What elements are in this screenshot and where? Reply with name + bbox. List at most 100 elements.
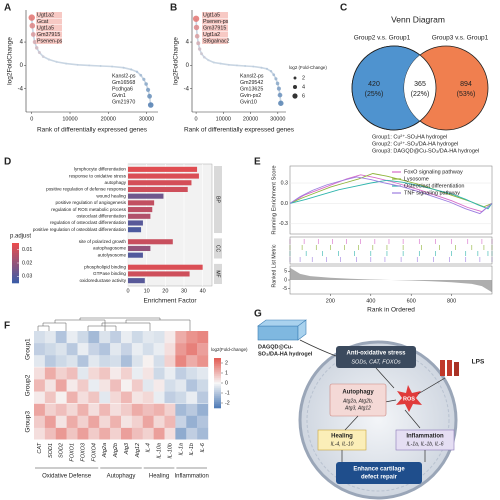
legend-gradient	[214, 358, 221, 361]
legend-label: TNF signaling pathway	[404, 190, 460, 196]
heat-cell	[131, 331, 143, 344]
label-bg	[36, 12, 62, 18]
venn-share: (22%)	[411, 91, 430, 98]
category-label: GTPase binding	[93, 271, 126, 276]
legend-gradient	[12, 271, 19, 274]
heat-cell	[44, 391, 56, 404]
label-bg	[202, 12, 228, 18]
y-tick-label: -4	[18, 86, 24, 92]
row-group-label: Group1	[25, 338, 32, 360]
point	[276, 86, 281, 91]
label-bg	[202, 38, 228, 44]
gene-label: Gcat	[37, 19, 49, 25]
bar	[128, 220, 143, 226]
column-label: IL-6	[200, 442, 206, 452]
size-legend-dot	[292, 93, 298, 99]
point	[147, 102, 154, 108]
x-axis-label: Rank in Ordered	[367, 307, 415, 314]
legend-gradient	[214, 380, 221, 383]
heat-cell	[142, 331, 154, 344]
heat-cell	[175, 343, 187, 356]
gene-label: Kansl2-ps	[112, 73, 136, 79]
legend-gradient	[214, 360, 221, 363]
heat-cell	[142, 343, 154, 356]
bar	[128, 166, 198, 172]
heat-cell	[77, 415, 89, 429]
legend-gradient	[12, 269, 19, 272]
venn-count: 894	[460, 81, 472, 88]
heat-cell	[110, 367, 122, 380]
legend-label: 0.02	[22, 260, 32, 266]
y-tick-label: 0	[284, 277, 287, 283]
heat-cell	[175, 355, 187, 368]
category-label: wound healing	[96, 193, 126, 198]
x-tick-label: 0	[126, 288, 129, 294]
label-bg	[36, 38, 62, 44]
point	[144, 82, 148, 86]
heat-cell	[121, 331, 133, 344]
ros-star	[396, 385, 422, 412]
heat-cell	[164, 415, 176, 429]
legend-label: Osteoclast differentiation	[404, 183, 464, 189]
heat-cell	[34, 427, 46, 441]
heat-cell	[164, 379, 176, 392]
heat-cell	[153, 379, 165, 392]
repair-label: defect repair	[361, 475, 398, 481]
legend-gradient	[214, 372, 221, 375]
heat-cell	[66, 427, 78, 441]
gene-label: Gvin1	[112, 93, 126, 99]
heat-cell	[34, 403, 46, 416]
heat-cell	[110, 343, 122, 356]
membrane	[306, 348, 450, 492]
heat-cell	[197, 427, 209, 441]
point	[200, 52, 203, 56]
panel-label: E	[254, 157, 261, 168]
legend-gradient	[214, 404, 221, 407]
heat-cell	[88, 367, 100, 380]
point	[29, 22, 36, 29]
hydrogel-top	[257, 319, 307, 341]
heat-cell	[77, 379, 89, 392]
x-tick-label: 10	[144, 288, 150, 294]
legend-gradient	[12, 259, 19, 262]
heat-cell	[153, 415, 165, 429]
bar	[128, 193, 164, 199]
facet-strip	[214, 166, 222, 234]
gene-label: Ugt1a5	[37, 25, 54, 31]
point	[275, 81, 280, 86]
bar	[128, 245, 151, 252]
heat-cell	[34, 343, 46, 356]
bar	[128, 239, 173, 245]
point	[194, 33, 200, 39]
x-tick-label: 40	[200, 288, 206, 294]
heat-cell	[77, 343, 89, 356]
heat-cell	[121, 391, 133, 404]
heat-cell	[110, 415, 122, 429]
heat-cell	[121, 379, 133, 392]
heat-cell	[121, 367, 133, 380]
heat-cell	[110, 379, 122, 392]
venn-intersection	[404, 46, 436, 130]
heat-cell	[121, 403, 133, 416]
legend-label: 0.01	[22, 247, 32, 253]
bar	[128, 278, 145, 284]
metric-area	[290, 267, 492, 293]
heat-cell	[153, 403, 165, 416]
x-tick-label: 20	[162, 288, 168, 294]
x-tick-label: 30000	[139, 116, 154, 122]
x-tick-label: 20000	[101, 116, 116, 122]
legend-label: Lysosome	[404, 176, 429, 182]
category-label: osteoclast differentiation	[77, 214, 127, 219]
venn-right-label: Group3 v.s. Group1	[432, 35, 489, 42]
y-tick-label: -5	[283, 286, 288, 292]
heat-cell	[34, 391, 46, 404]
y-tick-label: 0	[20, 63, 24, 69]
heat-cell	[66, 355, 78, 368]
heat-cell	[88, 403, 100, 416]
column-label: IL-1a	[178, 443, 184, 456]
x-tick-label: 30000	[270, 116, 285, 122]
es-line	[289, 176, 493, 215]
legend-gradient	[214, 364, 221, 367]
